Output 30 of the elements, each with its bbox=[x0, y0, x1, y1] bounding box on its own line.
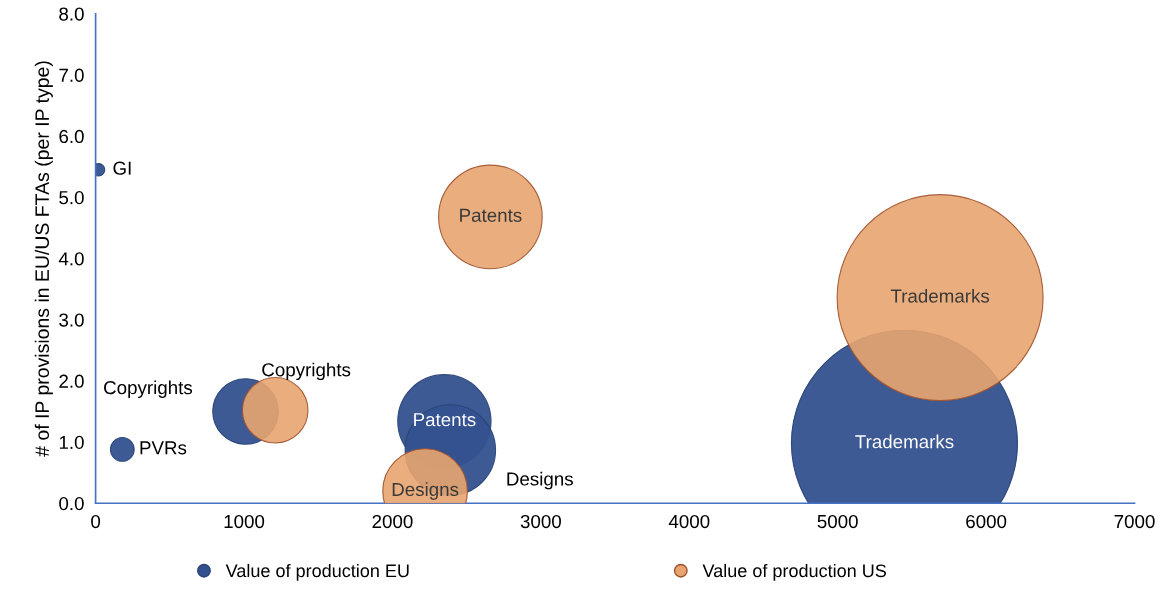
y-tick-label: 2.0 bbox=[59, 374, 84, 388]
data-label: Copyrights bbox=[104, 380, 193, 398]
y-axis-title: # of IP provisions in EU/US FTAs (per IP type) bbox=[34, 61, 53, 457]
data-label: Trademarks bbox=[855, 434, 954, 449]
y-tick-label: 1.0 bbox=[59, 435, 84, 450]
y-tick-label: 5.0 bbox=[59, 191, 84, 205]
x-tick-label: 7000 bbox=[1114, 514, 1155, 529]
x-tick-label: 4000 bbox=[668, 514, 710, 529]
data-label: Designs bbox=[507, 471, 573, 490]
x-tick-label: 5000 bbox=[817, 514, 858, 529]
y-tick-label: 7.0 bbox=[59, 68, 84, 82]
x-tick-label: 2000 bbox=[372, 514, 413, 529]
y-tick-label: 4.0 bbox=[58, 252, 84, 266]
data-label: PVRs bbox=[140, 441, 187, 455]
x-tick-label: 3000 bbox=[520, 514, 561, 529]
data-label: GI bbox=[113, 161, 131, 175]
y-tick-label: 0.0 bbox=[59, 496, 84, 511]
legend-label: Value of production EU bbox=[225, 563, 409, 581]
data-label: Copyrights bbox=[262, 362, 351, 381]
x-tick-label: 0 bbox=[91, 514, 101, 529]
y-tick-label: 6.0 bbox=[59, 129, 84, 144]
y-tick-label: 8.0 bbox=[59, 7, 84, 21]
x-tick-label: 1000 bbox=[224, 514, 265, 529]
data-label: Designs bbox=[392, 482, 459, 500]
legend-label: Value of production US bbox=[702, 563, 886, 581]
data-label: Patents bbox=[460, 208, 522, 222]
data-label: Trademarks bbox=[890, 288, 990, 303]
y-tick-label: 3.0 bbox=[59, 313, 84, 327]
data-label: Patents bbox=[414, 413, 476, 427]
x-tick-label: 6000 bbox=[966, 514, 1007, 529]
